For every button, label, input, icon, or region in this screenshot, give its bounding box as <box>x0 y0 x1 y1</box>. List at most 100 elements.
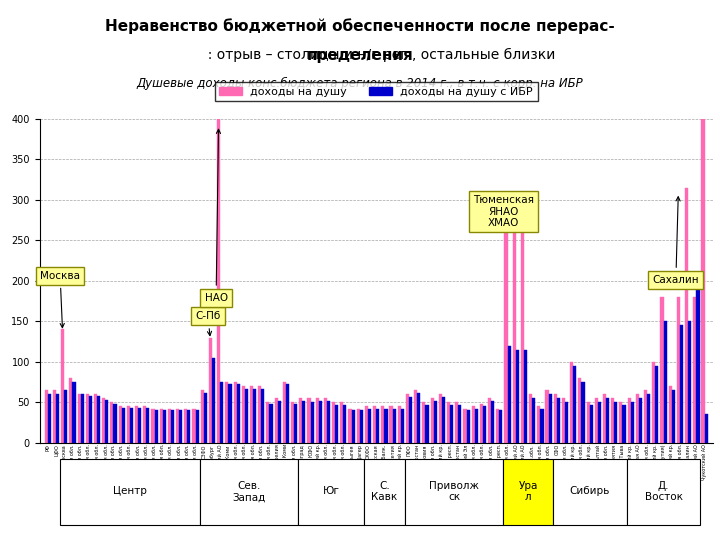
Bar <box>327 401 330 443</box>
Bar <box>179 410 182 443</box>
Bar <box>397 406 401 443</box>
Bar <box>291 402 294 443</box>
Bar <box>701 119 705 443</box>
Bar <box>505 200 508 443</box>
Bar <box>286 384 289 443</box>
Bar <box>677 297 680 443</box>
Bar <box>192 409 196 443</box>
Bar <box>606 399 609 443</box>
Bar <box>274 399 278 443</box>
Bar <box>64 390 68 443</box>
Bar <box>639 399 642 443</box>
Bar <box>356 409 360 443</box>
Bar <box>48 394 51 443</box>
Bar <box>78 394 81 443</box>
Bar <box>365 406 368 443</box>
FancyBboxPatch shape <box>60 459 199 525</box>
Text: Тюменская
ЯНАО
ХМАО: Тюменская ЯНАО ХМАО <box>473 195 534 228</box>
Bar <box>611 399 614 443</box>
Bar <box>69 378 73 443</box>
Bar <box>392 409 396 443</box>
Text: Юг: Юг <box>323 487 340 496</box>
Bar <box>61 329 64 443</box>
Bar <box>672 390 675 443</box>
FancyBboxPatch shape <box>553 459 626 525</box>
Bar <box>619 402 623 443</box>
Bar <box>294 404 297 443</box>
Bar <box>655 366 659 443</box>
Bar <box>565 402 568 443</box>
Bar <box>53 390 56 443</box>
Text: Приволж
ск: Приволж ск <box>429 481 480 502</box>
Bar <box>647 394 650 443</box>
Text: Сев.
Запад: Сев. Запад <box>233 481 266 502</box>
FancyBboxPatch shape <box>364 459 405 525</box>
Bar <box>171 410 174 443</box>
Bar <box>102 399 105 443</box>
Bar <box>300 399 302 443</box>
Bar <box>151 409 155 443</box>
Bar <box>119 406 122 443</box>
FancyBboxPatch shape <box>298 459 364 525</box>
Bar <box>557 399 560 443</box>
Bar <box>146 408 150 443</box>
Bar <box>631 402 634 443</box>
Bar <box>549 394 552 443</box>
Bar <box>603 394 606 443</box>
Bar <box>319 401 322 443</box>
Bar <box>138 408 141 443</box>
Bar <box>644 390 647 443</box>
Bar <box>433 401 437 443</box>
Bar <box>688 321 691 443</box>
Bar <box>228 384 232 443</box>
Bar <box>130 408 133 443</box>
Bar <box>135 406 138 443</box>
Bar <box>187 410 191 443</box>
Bar <box>217 119 220 443</box>
Bar <box>261 389 264 443</box>
Bar <box>529 394 532 443</box>
Bar <box>212 357 215 443</box>
FancyBboxPatch shape <box>626 459 701 525</box>
Bar <box>578 378 582 443</box>
Bar <box>455 402 459 443</box>
Bar <box>176 409 179 443</box>
Bar <box>266 402 269 443</box>
Bar <box>491 401 494 443</box>
FancyBboxPatch shape <box>405 459 503 525</box>
Bar <box>201 390 204 443</box>
Bar <box>382 406 384 443</box>
Text: Ура
л: Ура л <box>518 481 538 502</box>
Bar <box>283 382 286 443</box>
Bar <box>73 382 76 443</box>
Bar <box>464 409 467 443</box>
Bar <box>168 409 171 443</box>
Bar <box>426 405 428 443</box>
Bar <box>86 394 89 443</box>
FancyBboxPatch shape <box>503 459 553 525</box>
Bar <box>315 399 319 443</box>
Bar <box>524 350 527 443</box>
Bar <box>664 321 667 443</box>
Bar <box>209 338 212 443</box>
Bar <box>114 404 117 443</box>
Bar <box>384 409 387 443</box>
Bar <box>474 409 478 443</box>
Bar <box>196 410 199 443</box>
Bar <box>368 409 371 443</box>
Bar <box>516 350 519 443</box>
Bar <box>660 297 664 443</box>
Bar <box>310 402 314 443</box>
Bar <box>696 285 700 443</box>
Text: Д.
Восток: Д. Восток <box>644 481 683 502</box>
Bar <box>324 399 327 443</box>
Bar <box>89 396 92 443</box>
Bar <box>669 386 672 443</box>
Bar <box>127 406 130 443</box>
Bar <box>508 346 510 443</box>
Bar <box>409 396 412 443</box>
Text: Душевые доходы конс.бюджета региона в 2014 г., в т.ч. с корр. на ИБР: Душевые доходы конс.бюджета региона в 20… <box>137 77 583 90</box>
Legend: доходы на душу, доходы на душу с ИБР: доходы на душу, доходы на душу с ИБР <box>215 82 538 101</box>
Bar <box>582 382 585 443</box>
Bar <box>105 400 109 443</box>
